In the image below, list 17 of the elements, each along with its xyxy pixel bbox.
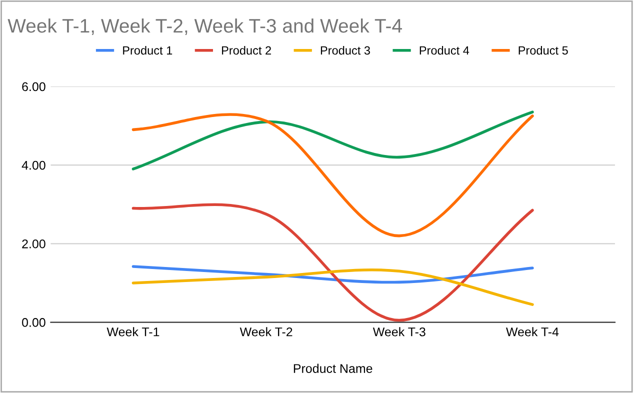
x-tick-label: Week T-3 bbox=[372, 327, 426, 336]
x-tick-label: Week T-2 bbox=[240, 327, 292, 336]
legend-label: Product 4 bbox=[420, 46, 470, 55]
legend-label: Product 1 bbox=[123, 46, 172, 55]
legend-label: Product 2 bbox=[222, 46, 271, 55]
y-tick-label: 4.00 bbox=[22, 160, 46, 170]
line-series bbox=[132, 110, 534, 170]
legend-label: Product 3 bbox=[320, 46, 370, 55]
y-tick-label: 2.00 bbox=[22, 239, 46, 248]
legend-label: Product 5 bbox=[518, 46, 568, 55]
x-tick-label: Week T-4 bbox=[506, 327, 559, 336]
y-tick-label: 6.00 bbox=[22, 82, 46, 92]
chart-title: Week T-1, Week T-2, Week T-3 and Week T-4 bbox=[8, 18, 402, 36]
x-tick-label: Week T-1 bbox=[106, 327, 160, 336]
x-axis-title: Product Name bbox=[294, 364, 372, 373]
y-tick-label: 0.00 bbox=[22, 318, 46, 327]
line-series bbox=[132, 265, 534, 284]
